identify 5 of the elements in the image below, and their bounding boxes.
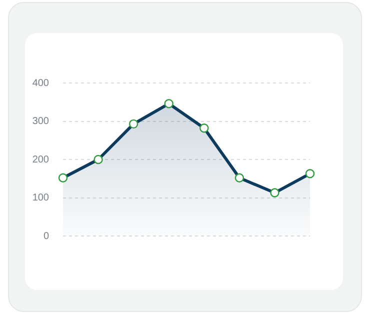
y-tick-label: 400 (32, 78, 50, 89)
y-tick-label: 200 (32, 154, 50, 166)
y-tick-label: 100 (32, 192, 50, 204)
y-tick-label: 300 (32, 116, 50, 127)
y-tick-label: 0 (43, 230, 50, 242)
